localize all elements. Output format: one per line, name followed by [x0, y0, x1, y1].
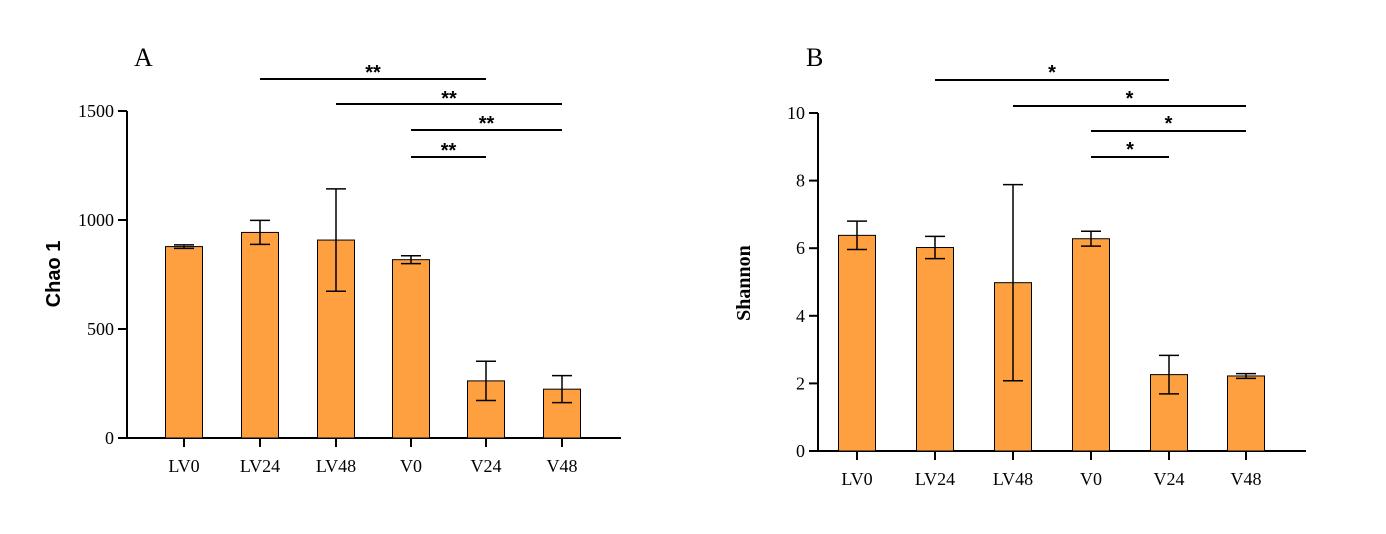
error-bar-lv0	[174, 244, 194, 250]
x-tick-label-v24: V24	[471, 456, 502, 476]
significance-bracket: **	[260, 62, 486, 84]
significance-bracket: **	[336, 88, 562, 110]
y-tick-label: 500	[87, 319, 114, 339]
error-bar-lv0	[847, 220, 867, 251]
bar-lv24	[241, 231, 279, 439]
y-tick-label: 0	[796, 441, 805, 461]
y-axis-label-a: Chao 1	[43, 241, 65, 308]
error-bar-v0	[401, 255, 421, 265]
significance-label: *	[1126, 139, 1134, 161]
x-tick-label-lv0: LV0	[841, 469, 872, 489]
error-bar-lv48	[326, 188, 346, 293]
error-bar-v48	[1236, 372, 1256, 380]
y-tick-label: 0	[105, 428, 114, 448]
significance-label: **	[479, 113, 495, 135]
y-tick-label: 6	[796, 238, 805, 258]
significance-label: *	[1126, 88, 1134, 110]
bar-lv24	[916, 247, 954, 452]
significance-bracket: *	[1091, 139, 1169, 161]
chart-panel-a: A Chao 1 0 500 1000 1500 LV0 LV24 LV48 V0 V24 V48…	[43, 43, 621, 476]
x-tick-label-v48: V48	[547, 456, 578, 476]
x-tick-label-v48: V48	[1231, 469, 1262, 489]
bar-lv0	[165, 246, 203, 439]
significance-label: **	[365, 62, 381, 84]
chart-panel-b: B Shannon 0 2 4 6 8 10 LV0 LV24 LV48 V0 V24 V48 * * * *	[733, 43, 1306, 489]
bar-lv0	[838, 234, 876, 452]
error-bar-lv48	[1003, 183, 1023, 382]
x-tick-label-v24: V24	[1154, 469, 1185, 489]
x-tick-label-lv24: LV24	[915, 469, 955, 489]
panel-letter-a: A	[134, 43, 153, 72]
error-bar-v0	[1081, 230, 1101, 247]
y-tick-label: 10	[787, 103, 805, 123]
x-tick-label-lv48: LV48	[316, 456, 356, 476]
error-bar-lv24	[250, 219, 270, 246]
y-tick-label: 1000	[78, 210, 114, 230]
y-tick-label: 2	[796, 373, 805, 393]
significance-bracket: **	[411, 140, 486, 162]
bar-v0	[1072, 238, 1110, 452]
y-tick-label: 1500	[78, 101, 114, 121]
x-tick-label-lv24: LV24	[240, 456, 280, 476]
significance-label: *	[1165, 113, 1173, 135]
error-bar-v48	[552, 374, 572, 404]
bar-v0	[392, 259, 430, 439]
error-bar-v24	[476, 360, 496, 402]
significance-label: **	[441, 140, 457, 162]
error-bar-v24	[1159, 354, 1179, 395]
significance-bracket: *	[1091, 113, 1246, 135]
x-tick-label-lv0: LV0	[168, 456, 199, 476]
significance-bracket: **	[411, 113, 562, 135]
significance-label: *	[1048, 62, 1056, 84]
x-tick-label-lv48: LV48	[993, 469, 1033, 489]
y-tick-label: 8	[796, 171, 805, 191]
bar-v48	[1227, 375, 1265, 452]
x-tick-label-v0: V0	[400, 456, 422, 476]
y-tick-label: 4	[796, 306, 805, 326]
x-tick-label-v0: V0	[1080, 469, 1102, 489]
significance-bracket: *	[935, 62, 1169, 84]
error-bar-lv24	[925, 235, 945, 260]
significance-label: **	[441, 88, 457, 110]
significance-bracket: *	[1013, 88, 1246, 110]
y-axis-label-b: Shannon	[733, 245, 755, 321]
panel-letter-b: B	[806, 43, 823, 72]
